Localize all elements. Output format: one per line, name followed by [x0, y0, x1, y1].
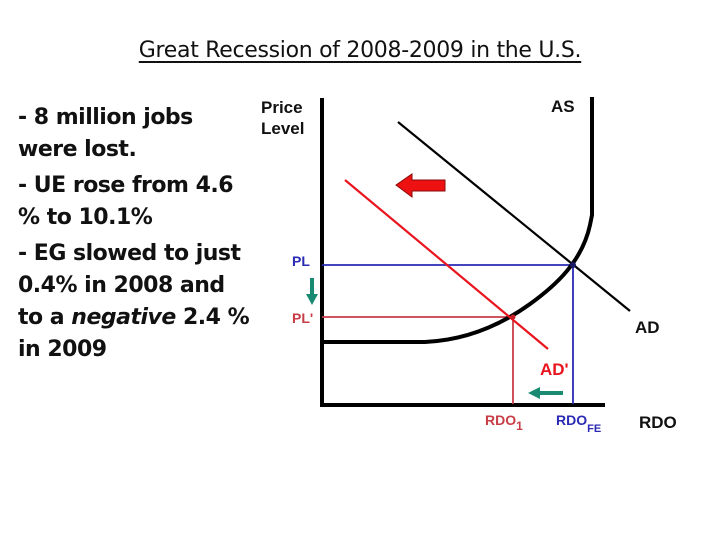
pl-label: PL: [292, 253, 310, 269]
rdo1-label: RDO1: [485, 412, 523, 433]
ad-prime-curve: [344, 179, 549, 350]
new-equilibrium-point: [510, 314, 516, 320]
shift-left-arrow-icon: [395, 173, 446, 198]
ad-prime-label: AD': [540, 360, 569, 379]
bullet-text: - 8 million jobs were lost.: [18, 105, 193, 162]
bullet-unemployment: - UE rose from 4.6 % to 10.1%: [18, 170, 253, 234]
equilibrium-point: [570, 262, 576, 268]
slide-title-text: Great Recession of 2008-2009 in the U.S.: [138, 38, 582, 63]
ad-label: AD: [635, 318, 660, 337]
y-axis-label-price: Price: [261, 98, 303, 117]
rdofe-label-sub: FE: [587, 423, 601, 435]
ad-curve: [397, 121, 631, 312]
rdo1-label-text: RDO: [485, 412, 516, 428]
output-left-arrow-icon: [528, 387, 540, 399]
price-down-arrow-icon: [306, 294, 318, 305]
bullet-text: - UE rose from 4.6 % to 10.1%: [18, 173, 234, 230]
bullet-text: 2.4 % in 2009: [18, 305, 250, 362]
x-axis-label: RDO: [639, 413, 677, 432]
rdofe-label-text: RDO: [556, 412, 587, 428]
bullet-economic-growth: - EG slowed to just 0.4% in 2008 and to …: [18, 238, 253, 366]
as-label: AS: [551, 97, 575, 116]
slide-title: Great Recession of 2008-2009 in the U.S.: [0, 38, 720, 63]
bullet-text: - EG slowed to just 0.4% in 2008 and to …: [18, 241, 241, 330]
rdofe-label: RDOFE: [556, 412, 601, 435]
pl-prime-label: PL': [292, 310, 313, 326]
bullet-jobs-lost: - 8 million jobs were lost.: [18, 102, 253, 166]
bullet-emphasis: negative: [71, 305, 176, 330]
y-axis-label-level: Level: [261, 119, 304, 138]
as-curve: [322, 97, 594, 344]
rdo1-label-sub: 1: [516, 419, 523, 433]
bullet-list: - 8 million jobs were lost. - UE rose fr…: [18, 102, 253, 370]
